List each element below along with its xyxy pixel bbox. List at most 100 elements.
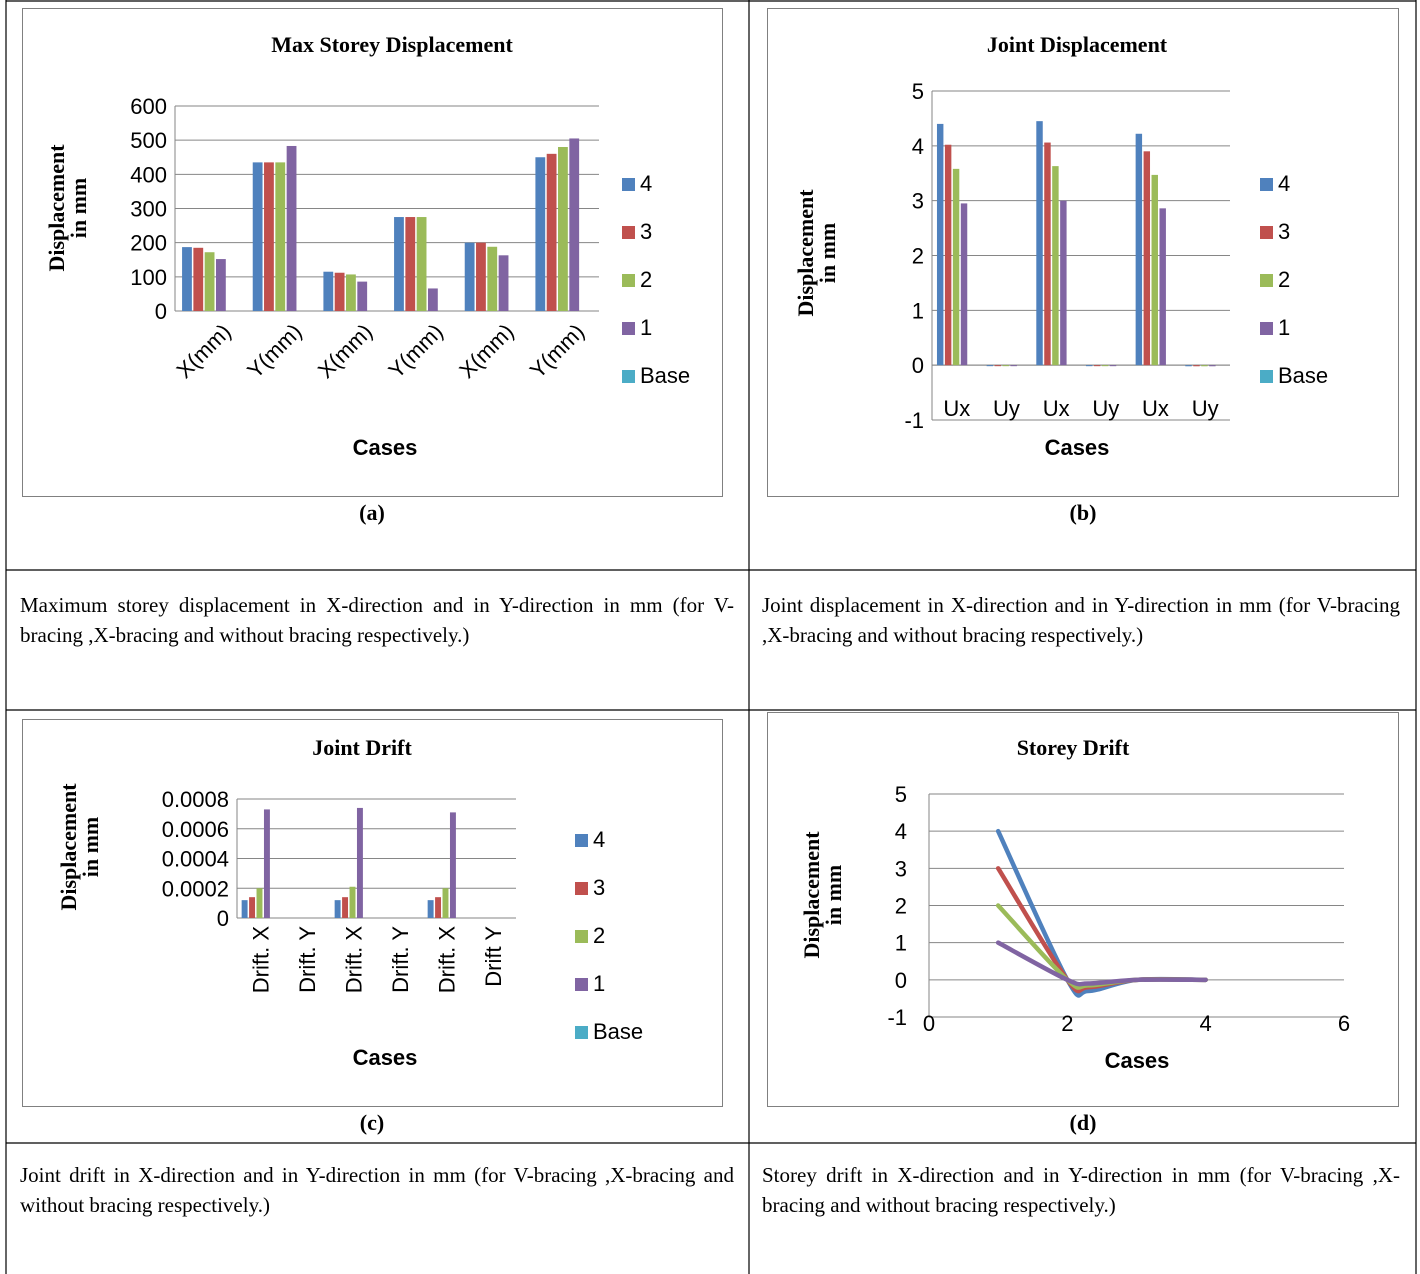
bar-3: [249, 897, 256, 918]
y-tick-label: 100: [130, 265, 167, 290]
chart-title-c: Joint Drift: [312, 735, 412, 760]
bar-4: [394, 217, 404, 311]
bar-4: [1135, 133, 1143, 366]
series-line-4: [995, 828, 1208, 998]
legend-label-chart-c: 4: [593, 827, 605, 852]
legend-swatch-chart-c: [575, 882, 588, 895]
x-tick-label: 6: [1338, 1011, 1350, 1036]
bar-1: [449, 812, 456, 918]
x-tick-label: X(mm): [313, 319, 377, 383]
y-tick-label: 1: [895, 931, 907, 956]
legend-swatch-chart-a: [622, 274, 635, 287]
y-tick-label: 0.0006: [162, 817, 229, 842]
x-axis-label: Cases: [1045, 435, 1110, 460]
y-tick-label: 3: [912, 189, 924, 214]
x-tick-label: Ux: [1142, 396, 1169, 421]
bar-2: [952, 168, 960, 366]
legend-swatch-chart-b: [1260, 226, 1273, 239]
legend-label-chart-b: 3: [1278, 219, 1290, 244]
bar-1: [286, 145, 297, 311]
y-tick-label: 5: [912, 79, 924, 104]
x-tick-label: Ux: [943, 396, 970, 421]
legend-swatch-chart-c: [575, 930, 588, 943]
bar-3: [334, 272, 345, 311]
y-tick-label: 0.0008: [162, 787, 229, 812]
y-tick-label: 0.0002: [162, 876, 229, 901]
x-tick-label: Uy: [993, 396, 1020, 421]
y-tick-label: 3: [895, 856, 907, 881]
y-tick-label: 0: [217, 906, 229, 931]
bar-4: [986, 365, 994, 367]
y-axis-label-chart-d: in mm: [821, 865, 846, 926]
bar-1: [357, 281, 368, 311]
panel-label-c: (c): [359, 1110, 385, 1135]
panel-label-a: (a): [359, 500, 385, 525]
x-tick-label: Uy: [1192, 396, 1219, 421]
bar-2: [346, 274, 356, 311]
bar-3: [1143, 151, 1151, 366]
legend-swatch-chart-b: [1260, 370, 1273, 383]
legend-label-chart-c: 2: [593, 923, 605, 948]
bar-2: [1201, 365, 1208, 367]
caption-a: Maximum storey displacement in X-directi…: [20, 593, 734, 647]
legend-label-chart-b: 1: [1278, 315, 1290, 340]
legend-swatch-chart-c: [575, 1026, 588, 1039]
bar-3: [435, 897, 442, 918]
y-tick-label: 4: [912, 134, 924, 159]
legend-label-chart-a: 4: [640, 171, 652, 196]
chart-title-a: Max Storey Displacement: [271, 32, 513, 57]
legend-label-chart-a: Base: [640, 363, 690, 388]
y-tick-label: -1: [904, 408, 924, 433]
chart-frame-d: [767, 712, 1399, 1107]
y-tick-label: 5: [895, 782, 907, 807]
x-axis-label: Cases: [353, 1045, 418, 1070]
bar-2: [1052, 166, 1059, 366]
bar-1: [1109, 365, 1117, 367]
legend-label-chart-c: 3: [593, 875, 605, 900]
x-tick-label: Drift Y: [481, 926, 506, 987]
y-tick-label: 400: [130, 162, 167, 187]
y-axis-label-chart-c: in mm: [78, 817, 103, 878]
legend-label-chart-b: 2: [1278, 267, 1290, 292]
bar-3: [546, 153, 557, 311]
caption-c: Joint drift in X-direction and in Y-dire…: [20, 1163, 734, 1217]
bar-2: [558, 147, 568, 311]
x-axis-label: Cases: [1105, 1048, 1170, 1073]
bar-4: [936, 123, 944, 366]
chart-c: 0 0.0002 0.0004 0.0006 0.0008 Drift. X Drift. …: [56, 783, 643, 1070]
bar-4: [182, 247, 192, 311]
x-tick-label: Uy: [1092, 396, 1119, 421]
y-tick-label: 0: [155, 299, 167, 324]
x-axis-label: Cases: [353, 435, 418, 460]
legend-label-chart-b: Base: [1278, 363, 1328, 388]
bar-2: [1101, 365, 1109, 367]
bar-4: [334, 900, 341, 918]
bar-4: [427, 900, 434, 918]
legend-swatch-chart-b: [1260, 178, 1273, 191]
y-axis-label-chart-a: in mm: [66, 178, 91, 239]
bar-2: [487, 246, 498, 311]
y-axis-label-chart-b: in mm: [815, 223, 840, 284]
series-line-1: [995, 940, 1208, 987]
bar-1: [1159, 208, 1166, 366]
legend-label-chart-a: 2: [640, 267, 652, 292]
bar-3: [476, 242, 486, 311]
bar-3: [342, 897, 349, 918]
legend-label-chart-c: Base: [593, 1019, 643, 1044]
chart-frame-b: [767, 8, 1399, 497]
x-tick-label: Drift. Y: [388, 926, 413, 993]
bar-1: [356, 807, 363, 918]
x-tick-label: 4: [1200, 1011, 1212, 1036]
bar-3: [264, 162, 274, 311]
legend-swatch-chart-c: [575, 978, 588, 991]
y-axis-label-chart-a: Displacement: [44, 144, 69, 272]
y-tick-label: 2: [895, 894, 907, 919]
bar-4: [241, 900, 248, 918]
panel-label-d: (d): [1069, 1110, 1097, 1135]
panel-label-b: (b): [1069, 500, 1097, 525]
bar-3: [193, 247, 204, 311]
chart-frame-c: [22, 719, 723, 1107]
legend-swatch-chart-c: [575, 834, 588, 847]
